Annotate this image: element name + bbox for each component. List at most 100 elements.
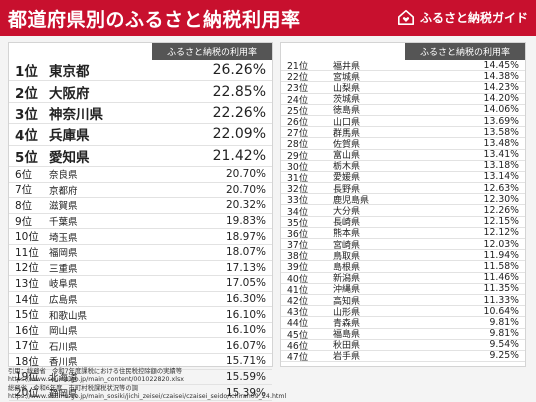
table-row: 35位 長崎県 12.15% — [281, 217, 525, 228]
rate-cell: 12.12% — [483, 227, 519, 239]
rank-cell: 24位 — [287, 94, 309, 105]
prefecture-cell: 千葉県 — [49, 217, 78, 229]
ranking-table-left: ふるさと納税の利用率 1位 東京都 26.26% 2位 大阪府 22.85% 3位 神奈川県 2… — [8, 42, 273, 401]
rank-cell: 21位 — [287, 61, 309, 72]
table-header: ふるさと納税の利用率 — [9, 43, 272, 60]
rate-cell: 20.70% — [225, 183, 266, 196]
prefecture-cell: 奈良県 — [49, 170, 78, 182]
prefecture-cell: 鹿児島県 — [333, 195, 370, 206]
table-row: 16位 岡山県 16.10% — [9, 323, 272, 339]
table-row: 18位 香川県 15.71% — [9, 354, 272, 370]
rate-cell: 13.14% — [483, 171, 519, 183]
rank-cell: 33位 — [287, 195, 309, 206]
rate-cell: 12.03% — [483, 239, 519, 250]
rank-cell: 41位 — [287, 284, 309, 295]
table-row: 47位 岩手県 9.25% — [281, 350, 525, 363]
table-row: 1位 東京都 26.26% — [9, 60, 272, 82]
rank-cell: 29位 — [287, 150, 309, 161]
rank-cell: 28位 — [287, 139, 309, 150]
rate-cell: 18.97% — [225, 230, 266, 243]
table-row: 43位 山形県 10.64% — [281, 306, 525, 318]
source-link[interactable]: https://www.soumu.go.jp/main_sosiki/jich… — [8, 392, 287, 400]
rank-cell: 18位 — [15, 355, 39, 368]
rate-cell: 22.26% — [212, 104, 266, 121]
prefecture-cell: 福島県 — [333, 330, 361, 340]
source-link[interactable]: https://www.soumu.go.jp/main_content/001… — [8, 376, 184, 384]
table-row: 28位 佐賀県 13.48% — [281, 138, 525, 150]
table-row: 25位 徳島県 14.06% — [281, 105, 525, 116]
prefecture-cell: 三重県 — [49, 263, 78, 275]
rate-cell: 26.26% — [212, 62, 266, 79]
table-row: 10位 埼玉県 18.97% — [9, 229, 272, 245]
rate-cell: 15.59% — [225, 370, 266, 383]
source-line: 総務省 令和6年度 市町村税課税状況等の調 — [8, 384, 138, 392]
table-row: 40位 新潟県 11.46% — [281, 273, 525, 284]
table-row: 45位 福島県 9.81% — [281, 329, 525, 340]
rate-cell: 9.25% — [489, 350, 519, 362]
prefecture-cell: 福岡県 — [49, 248, 78, 260]
rate-cell: 11.46% — [483, 272, 519, 284]
prefecture-cell: 愛媛県 — [333, 173, 361, 184]
rate-cell: 13.41% — [483, 149, 519, 161]
rate-cell: 12.15% — [483, 216, 519, 228]
rate-cell: 9.81% — [489, 328, 519, 340]
rate-cell: 20.70% — [225, 168, 266, 181]
prefecture-cell: 福井県 — [333, 61, 361, 72]
prefecture-cell: 静岡県 — [49, 388, 78, 400]
rank-cell: 2位 — [15, 85, 38, 102]
prefecture-cell: 熊本県 — [333, 229, 361, 239]
table-row: 46位 秋田県 9.54% — [281, 340, 525, 351]
table-row: 19位 北海道 15.59% — [9, 370, 272, 386]
rank-cell: 47位 — [287, 351, 309, 363]
rate-cell: 16.10% — [225, 308, 266, 321]
rank-cell: 6位 — [15, 168, 33, 181]
rank-cell: 34位 — [287, 206, 309, 217]
table-row: 5位 愛知県 21.42% — [9, 146, 272, 167]
prefecture-cell: 滋賀県 — [49, 201, 78, 213]
rank-cell: 14位 — [15, 293, 39, 306]
rank-cell: 36位 — [287, 228, 309, 239]
prefecture-cell: 秋田県 — [333, 341, 361, 351]
prefecture-cell: 埼玉県 — [49, 232, 78, 244]
rank-cell: 4位 — [15, 128, 38, 145]
rate-cell: 20.32% — [225, 199, 266, 212]
rate-cell: 10.64% — [483, 306, 519, 317]
table-row: 37位 宮崎県 12.03% — [281, 239, 525, 251]
rate-cell: 14.06% — [483, 104, 519, 116]
prefecture-cell: 和歌山県 — [49, 310, 88, 322]
prefecture-cell: 北海道 — [49, 372, 78, 384]
rank-cell: 42位 — [287, 296, 309, 307]
rank-cell: 32位 — [287, 184, 309, 195]
rank-cell: 39位 — [287, 262, 309, 273]
table-row: 26位 山口県 13.69% — [281, 115, 525, 128]
ranking-rows-right: 21位 福井県 14.45% 22位 宮城県 14.38% 23位 山梨県 14.23% 24位 茨… — [281, 60, 525, 363]
prefecture-cell: 東京都 — [49, 64, 90, 81]
rate-cell: 16.10% — [225, 324, 266, 337]
prefecture-cell: 群馬県 — [333, 128, 361, 139]
rate-cell: 19.83% — [225, 215, 266, 228]
rank-cell: 17位 — [15, 340, 39, 353]
table-row: 24位 茨城県 14.20% — [281, 94, 525, 105]
table-row: 15位 和歌山県 16.10% — [9, 307, 272, 323]
rate-cell: 11.94% — [483, 250, 519, 261]
prefecture-cell: 岩手県 — [333, 352, 361, 363]
table-row: 33位 鹿児島県 12.30% — [281, 194, 525, 206]
rate-cell: 17.13% — [225, 261, 266, 274]
rank-cell: 12位 — [15, 262, 39, 275]
rank-cell: 25位 — [287, 105, 309, 116]
rank-cell: 22位 — [287, 72, 309, 83]
table-row: 12位 三重県 17.13% — [9, 261, 272, 277]
prefecture-cell: 石川県 — [49, 341, 78, 353]
table-row: 23位 山梨県 14.23% — [281, 82, 525, 94]
table-row: 13位 岐阜県 17.05% — [9, 276, 272, 292]
prefecture-cell: 広島県 — [49, 295, 78, 306]
prefecture-cell: 鳥取県 — [333, 251, 361, 262]
rate-cell: 13.69% — [483, 115, 519, 127]
rank-cell: 20位 — [15, 387, 39, 400]
table-row: 42位 高知県 11.33% — [281, 295, 525, 307]
brand-logo[interactable]: ふるさと納税ガイド — [397, 8, 528, 26]
rate-cell: 17.05% — [225, 277, 266, 290]
rate-cell: 15.71% — [225, 355, 266, 368]
prefecture-cell: 島根県 — [333, 262, 361, 273]
rank-cell: 3位 — [15, 106, 38, 123]
